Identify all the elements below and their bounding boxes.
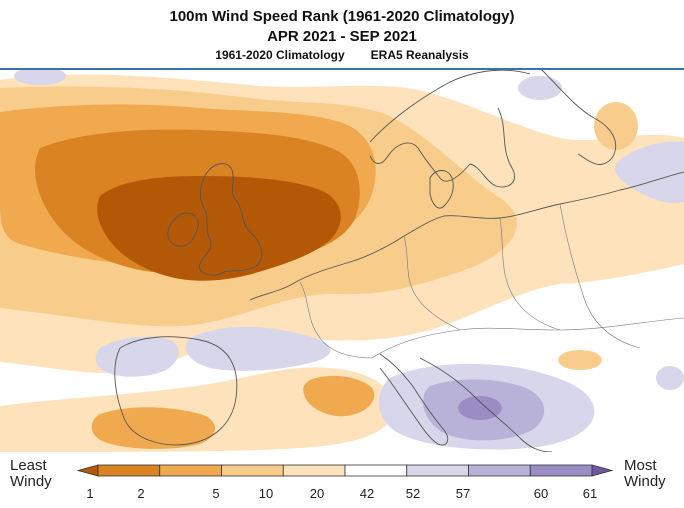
legend-tick-label: 42 bbox=[359, 486, 375, 501]
colorbar-segment bbox=[529, 464, 593, 477]
rank-10-20-scandinavia bbox=[594, 102, 638, 150]
rank-52-57-biscay bbox=[185, 326, 331, 371]
legend-tick-label: 1 bbox=[86, 486, 94, 501]
map-subtitle: 1961-2020 Climatology ERA5 Reanalysis bbox=[0, 48, 684, 62]
header: 100m Wind Speed Rank (1961-2020 Climatol… bbox=[0, 0, 684, 68]
source-label: ERA5 Reanalysis bbox=[370, 48, 469, 62]
colorbar-segment bbox=[221, 464, 284, 477]
rank-10-20-alps bbox=[558, 350, 602, 370]
colorbar-segment bbox=[468, 464, 531, 477]
climatology-label: 1961-2020 Climatology bbox=[215, 48, 345, 62]
coastlines bbox=[114, 68, 684, 452]
map-svg bbox=[0, 68, 684, 452]
map-title: 100m Wind Speed Rank (1961-2020 Climatol… bbox=[169, 8, 515, 25]
legend-tick-label: 20 bbox=[309, 486, 325, 501]
legend-tick-label: 61 bbox=[582, 486, 598, 501]
rank-52-57-north bbox=[518, 76, 562, 100]
rank-60-61-balkans bbox=[458, 396, 502, 420]
wind-rank-map bbox=[0, 68, 684, 452]
legend-most-line-2: Windy bbox=[624, 473, 666, 490]
colorbar-segment bbox=[282, 464, 346, 477]
colorbar-segment bbox=[159, 464, 222, 477]
legend-tick-label: 2 bbox=[137, 486, 145, 501]
rank-52-57-atlantic bbox=[95, 336, 179, 377]
rank-52-57-baltic bbox=[615, 141, 684, 204]
colorbar-segment bbox=[344, 464, 408, 477]
legend-least-label: Least Windy bbox=[10, 458, 52, 490]
colorbar-segment bbox=[97, 464, 161, 477]
legend-tick-label: 10 bbox=[258, 486, 274, 501]
map-period: APR 2021 - SEP 2021 bbox=[267, 28, 417, 45]
rank-5-10-south bbox=[91, 407, 215, 449]
legend-tick-label: 57 bbox=[455, 486, 471, 501]
legend-most-line-1: Most bbox=[624, 457, 657, 474]
rank-5-10-iberia bbox=[303, 375, 375, 417]
colorbar-segment-high-extend bbox=[591, 464, 614, 477]
colorbar-segment bbox=[406, 464, 469, 477]
rank-1-2-zone bbox=[97, 176, 341, 281]
legend-least-line-1: Least bbox=[10, 457, 47, 474]
rank-52-57-iceland bbox=[14, 68, 66, 85]
legend-least-line-2: Windy bbox=[10, 473, 52, 490]
colorbar-segment-low-extend bbox=[76, 464, 99, 477]
legend-most-label: Most Windy bbox=[624, 458, 666, 490]
legend-colorbar bbox=[76, 464, 614, 477]
legend-tick-label: 60 bbox=[533, 486, 549, 501]
legend-tick-label: 5 bbox=[212, 486, 220, 501]
legend-tick-label: 52 bbox=[405, 486, 421, 501]
rank-52-57-east bbox=[656, 366, 684, 390]
